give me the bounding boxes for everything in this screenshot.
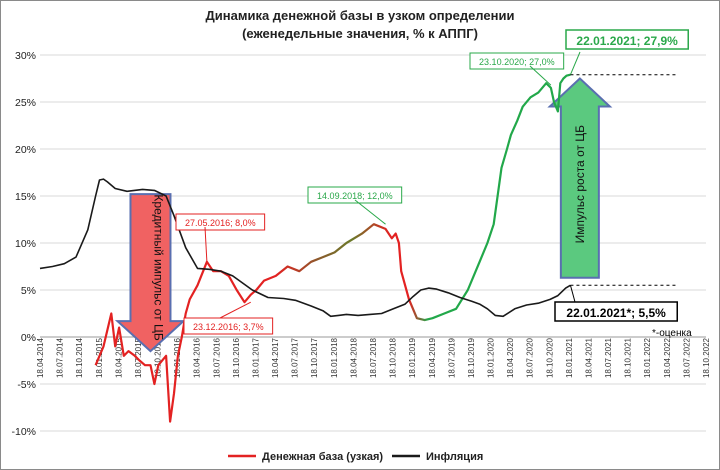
- chart-subtitle: (еженедельные значения, % к АППГ): [242, 26, 478, 41]
- anno-leader: [354, 199, 386, 225]
- up-arrow-label: Импульс роста от ЦБ: [573, 125, 587, 244]
- x-tick-label: 18.07.2017: [291, 337, 300, 378]
- anno-jan2021-money-box: [565, 29, 689, 50]
- x-tick-label: 18.01.2022: [643, 337, 652, 378]
- legend-label: Инфляция: [426, 451, 483, 463]
- money-base-line: [94, 73, 571, 423]
- anno-sep2018: 14.09.2018; 12,0%: [317, 191, 393, 201]
- x-tick-label: 18.10.2014: [75, 337, 84, 378]
- x-tick-label: 18.10.2021: [624, 337, 633, 378]
- series-lines: [39, 73, 571, 423]
- y-tick-label: -5%: [17, 379, 36, 391]
- anno-leader: [204, 226, 208, 262]
- x-tick-label: 18.01.2020: [487, 337, 496, 378]
- anno-may2016: 27.05.2016; 8,0%: [185, 218, 256, 228]
- anno-sep2018-box: [307, 186, 403, 204]
- x-tick-label: 18.10.2019: [467, 337, 476, 378]
- y-tick-label: 30%: [15, 50, 36, 62]
- anno-leader: [569, 285, 576, 303]
- x-tick-label: 18.01.2021: [565, 337, 574, 378]
- y-tick-label: 25%: [15, 97, 36, 109]
- y-tick-label: 0%: [21, 332, 36, 344]
- x-axis: 18.04.2014 18.07.2014 18.10.2014 18.01.2015…: [36, 337, 711, 378]
- anno-leader: [569, 51, 581, 75]
- x-tick-label: 18.07.2014: [56, 337, 65, 378]
- anno-leader: [219, 301, 251, 319]
- anno-jan2021-money: 22.01.2021; 27,9%: [576, 34, 678, 48]
- x-tick-label: 18.04.2020: [506, 337, 515, 378]
- x-tick-label: 18.04.2017: [271, 337, 280, 378]
- anno-oct2020: 23.10.2020; 27,0%: [479, 57, 555, 67]
- x-tick-label: 18.04.2016: [193, 337, 202, 378]
- anno-may2016-box: [175, 213, 266, 231]
- x-tick-label: 18.04.2014: [36, 337, 45, 378]
- x-tick-label: 18.04.2018: [349, 337, 358, 378]
- chart-title: Динамика денежной базы в узком определен…: [205, 8, 515, 23]
- y-tick-label: 15%: [15, 191, 36, 203]
- down-arrow-label: Кредитный импульс от ЦБ: [151, 194, 165, 340]
- x-tick-label: 18.10.2018: [389, 337, 398, 378]
- x-tick-label: 18.01.2018: [330, 337, 339, 378]
- x-tick-label: 18.10.2022: [702, 337, 711, 378]
- x-tick-label: 18.01.2019: [408, 337, 417, 378]
- x-tick-label: 18.07.2016: [212, 337, 221, 378]
- x-tick-label: 18.04.2022: [663, 337, 672, 378]
- x-tick-label: 18.07.2020: [526, 337, 535, 378]
- inflation-line: [39, 178, 571, 318]
- x-tick-label: 18.07.2021: [604, 337, 613, 378]
- anno-jan2021-infl-box: [554, 301, 678, 322]
- x-tick-label: 18.01.2017: [251, 337, 260, 378]
- x-tick-label: 18.07.2018: [369, 337, 378, 378]
- x-tick-label: 18.10.2017: [310, 337, 319, 378]
- anno-dec2016-box: [183, 317, 274, 335]
- legend: Денежная база (узкая) Инфляция: [228, 451, 483, 463]
- y-axis: -10% -5% 0% 5% 10% 15% 20% 25% 30%: [11, 50, 36, 438]
- x-tick-label: 18.07.2019: [447, 337, 456, 378]
- x-tick-label: 18.07.2022: [682, 337, 691, 378]
- x-tick-label: 18.04.2015: [114, 337, 123, 378]
- x-tick-label: 18.04.2021: [584, 337, 593, 378]
- legend-label: Денежная база (узкая): [262, 451, 383, 463]
- x-tick-label: 18.10.2015: [154, 337, 163, 378]
- anno-dec2016: 23.12.2016; 3,7%: [193, 322, 264, 332]
- estimate-footnote: *-оценка: [652, 328, 692, 339]
- x-tick-label: 18.04.2019: [428, 337, 437, 378]
- x-tick-label: 18.07.2015: [134, 337, 143, 378]
- y-tick-label: -10%: [11, 426, 36, 438]
- annotations: 27.05.2016; 8,0% 23.12.2016; 3,7% 14.09.20…: [175, 29, 692, 339]
- y-tick-label: 5%: [21, 285, 36, 297]
- arrows: Кредитный импульс от ЦБ Импульс роста от …: [114, 77, 613, 353]
- anno-leader: [529, 65, 552, 86]
- down-arrow: [114, 193, 187, 353]
- anno-jan2021-infl: 22.01.2021*; 5,5%: [566, 306, 666, 320]
- x-tick-label: 18.10.2016: [232, 337, 241, 378]
- y-tick-label: 10%: [15, 238, 36, 250]
- anno-oct2020-box: [469, 52, 565, 70]
- x-tick-label: 18.10.2020: [545, 337, 554, 378]
- y-tick-label: 20%: [15, 144, 36, 156]
